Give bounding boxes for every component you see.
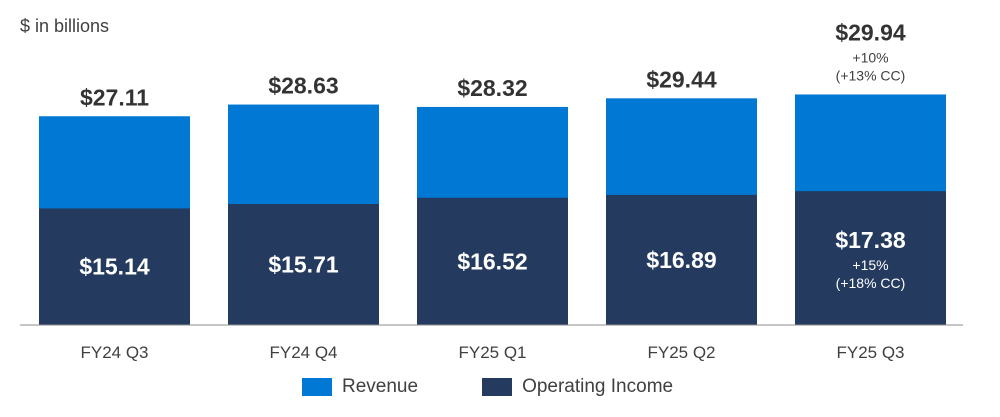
legend-swatch-revenue	[302, 378, 332, 396]
x-tick-label-4: FY25 Q3	[836, 343, 904, 362]
bar-operating-income-4	[795, 191, 946, 325]
legend-label-operating-income: Operating Income	[522, 376, 674, 397]
operating-income-growth-cc-label: (+18% CC)	[836, 275, 906, 291]
revenue-value-label-3: $29.44	[646, 66, 717, 92]
operating-income-value-label-3: $16.89	[646, 247, 716, 273]
revenue-value-label-4: $29.94	[835, 19, 906, 45]
operating-income-value-label-0: $15.14	[79, 254, 150, 280]
bar-operating-income-1	[228, 204, 379, 325]
legend-label-revenue: Revenue	[342, 376, 419, 397]
revenue-growth-label: +10%	[852, 49, 888, 65]
revenue-value-label-1: $28.63	[268, 73, 338, 99]
unit-label: $ in billions	[20, 16, 110, 36]
legend-item-operating-income: Operating Income	[482, 376, 673, 398]
revenue-value-label-0: $27.11	[80, 84, 149, 110]
legend: Revenue Operating Income	[302, 376, 737, 398]
operating-income-value-label-2: $16.52	[457, 248, 527, 274]
revenue-value-label-2: $28.32	[457, 75, 527, 101]
x-tick-label-2: FY25 Q1	[458, 343, 526, 362]
legend-swatch-operating-income	[482, 378, 513, 396]
bar-operating-income-3	[606, 194, 757, 325]
operating-income-value-label-4: $17.38	[835, 227, 906, 253]
bar-operating-income-2	[417, 197, 568, 325]
revenue-growth-cc-label: (+13% CC)	[836, 67, 906, 83]
operating-income-value-label-1: $15.71	[268, 252, 339, 278]
x-tick-label-3: FY25 Q2	[647, 343, 715, 362]
x-tick-label-0: FY24 Q3	[80, 343, 148, 362]
operating-income-growth-label: +15%	[852, 257, 888, 273]
bar-operating-income-0	[39, 208, 190, 325]
x-tick-label-1: FY24 Q4	[269, 343, 337, 362]
legend-item-revenue: Revenue	[302, 376, 418, 398]
